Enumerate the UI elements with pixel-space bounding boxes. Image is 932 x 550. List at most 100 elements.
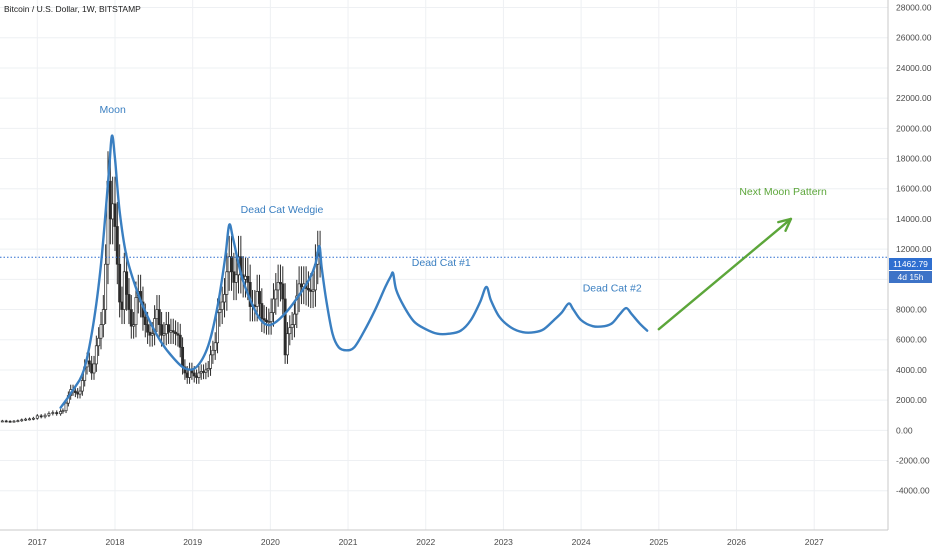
candle-body [309,289,313,292]
candle-body [127,294,131,310]
candle-body [288,327,292,335]
candle-body [146,324,150,333]
y-tick-label: 22000.00 [896,93,932,103]
candle-body [223,294,226,303]
candle-body [260,303,264,319]
x-tick-label: 2023 [494,537,513,547]
candle-body [28,418,31,421]
x-tick-label: 2020 [261,537,280,547]
x-tick-label: 2017 [28,537,47,547]
candle-body [211,349,215,356]
candle-body [125,271,129,295]
candle-body [272,298,275,313]
y-tick-label: 14000.00 [896,214,932,224]
annotation-label: Dead Cat Wedgie [241,204,324,216]
time-axis[interactable]: 2017 2018 2019 2020 2021 2022 2023 2024 2025 2026… [28,537,824,547]
candle-body [185,372,189,378]
candle-body [164,324,168,335]
candle-body [174,331,178,335]
candle-body [160,324,164,336]
countdown-tag-box [889,271,932,283]
candle-body [143,316,147,325]
candle-body [120,301,124,310]
candle-body [132,324,136,327]
y-tick-label: -2000.00 [896,456,930,466]
y-tick-label: 16000.00 [896,184,932,194]
candle-body [258,291,261,304]
candle-body [283,298,287,356]
candle-body [24,418,28,421]
candle-body [286,333,289,356]
candle-body [59,411,63,415]
candle-body [92,363,96,374]
candle-body [292,313,296,325]
candle-body [61,410,65,413]
annotation-label: Moon [100,104,126,116]
candle-body [64,402,68,412]
price-tag-box [889,258,932,270]
candle-body [43,414,47,418]
y-tick-label: 8000.00 [896,305,927,315]
candle-body [171,330,175,333]
x-tick-label: 2024 [572,537,591,547]
y-tick-label: 20000.00 [896,123,932,133]
candle-body [122,271,126,310]
candle-body [244,275,247,280]
candle-body [188,369,192,378]
candle-body [129,309,133,327]
candle-body [76,392,80,395]
candle-body [167,324,171,333]
candle-body [155,309,159,319]
candle-body [20,419,24,422]
candle-body [87,360,91,365]
candle-body [35,415,39,419]
candle-body [204,369,208,373]
candle-body [199,371,203,374]
candle-body [134,297,138,325]
candle-body [51,412,55,414]
candle-body [234,274,238,283]
y-tick-label: 2000.00 [896,395,927,405]
candle-body [12,420,16,423]
candle-body [104,263,108,310]
candle-body [306,288,310,291]
candle-body [267,321,271,323]
candle-body [157,309,161,325]
candle-body [192,372,196,377]
candle-body [47,413,51,416]
candle-body [220,301,224,310]
candle-body [276,282,280,291]
candle-body [181,346,185,368]
candle-body [111,203,115,220]
candle-body [206,368,210,371]
annotation-label: Dead Cat #2 [583,282,642,294]
countdown-tag-label: 4d 15h [898,272,924,282]
y-tick-label: 12000.00 [896,244,932,254]
candle-body [97,337,101,347]
candle-body [118,263,122,303]
price-axis[interactable]: -4000.00 -2000.00 0.00 2000.00 4000.00 6000.0… [896,3,932,496]
candle-body [227,256,231,273]
candle-body [195,375,199,378]
candle-body [230,256,233,273]
candle-body [311,289,315,292]
price-tag-label: 11462.79 [893,259,928,269]
candle-body [55,412,59,415]
candle-body [295,295,299,315]
chart-title: Bitcoin / U.S. Dollar, 1W, BITSTAMP [4,4,141,14]
candle-body [255,291,259,307]
x-tick-label: 2027 [805,537,824,547]
candle-body [115,226,119,265]
y-tick-label: 28000.00 [896,3,932,13]
x-tick-label: 2025 [649,537,668,547]
candle-body [213,342,217,351]
y-tick-label: 24000.00 [896,63,932,73]
next-moon-arrow [657,217,793,331]
candle-body [8,420,12,423]
candle-body [162,333,166,336]
candle-body [209,354,212,369]
candle-body [39,415,43,418]
candle-body [176,333,180,336]
x-tick-label: 2019 [183,537,202,547]
